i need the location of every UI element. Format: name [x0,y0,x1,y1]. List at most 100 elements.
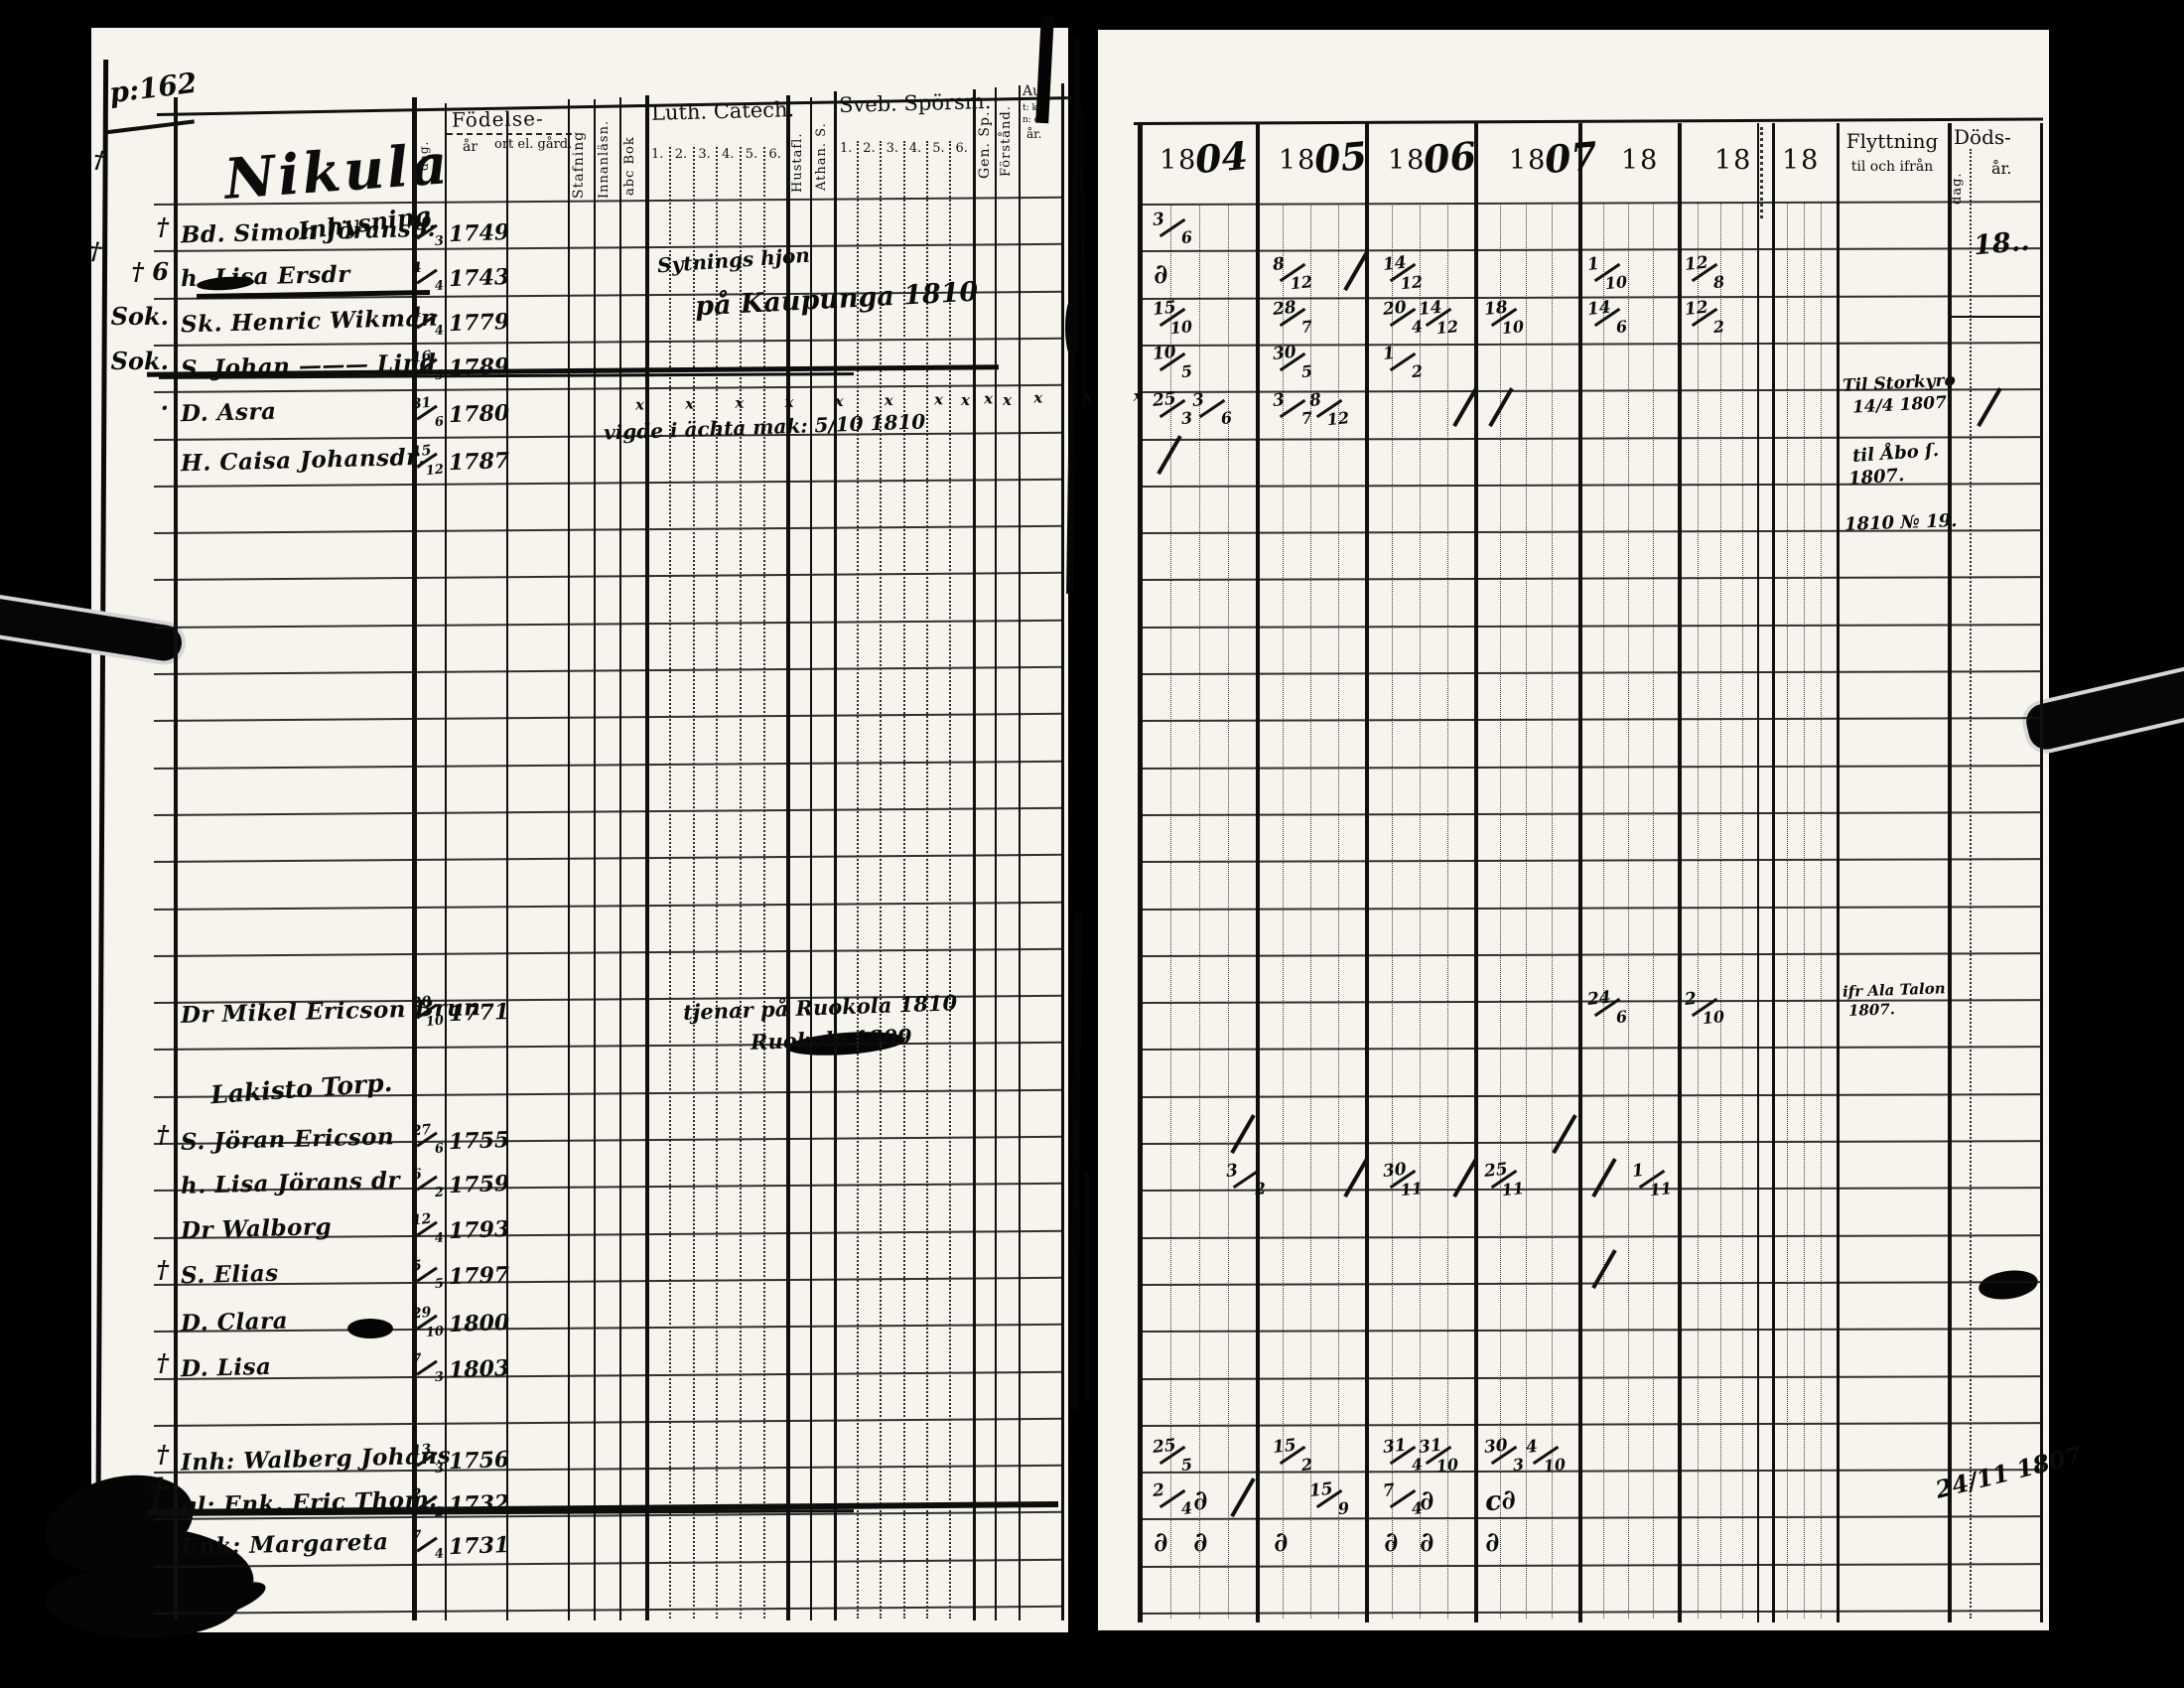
communion-mark: ∂ [1152,258,1169,291]
birth-year: 1793 [448,1215,510,1245]
column-line [973,89,976,1620]
date-fraction: 22 [411,1484,445,1523]
column-line-dotted [880,141,882,1618]
year-header-printed: 18 [1621,145,1660,176]
date-fraction: 13 3 [411,1441,445,1477]
column-line [1365,123,1369,1622]
year-header-written: 07 [1543,132,1599,183]
person-name: D. Lisa [180,1352,272,1383]
column-line-dotted [1420,204,1421,1618]
column-line [412,97,417,1620]
column-line-dotted [857,141,859,1618]
date-fraction: 25 11 [1483,1159,1525,1200]
gutter-blot [1065,298,1079,357]
dods-year-header: år. [1991,159,2012,178]
forstand-col-header: Förstånd. [999,105,1014,177]
luth-subcol-number: 5. [745,147,758,162]
date-fraction: 30 3 [411,213,445,250]
column-line [568,99,570,1620]
column-line-dotted [1283,204,1284,1618]
handwritten-note-mcross2: † [88,235,103,266]
communion-mark: ∂ [1191,1526,1209,1559]
birth-year: 1803 [448,1354,510,1384]
sveb-subcol-number: 4. [908,141,922,156]
birth-year: 1756 [448,1446,510,1476]
person-name: h. Lisa Jörans dr [180,1167,401,1199]
column-line-dotted [1338,204,1339,1618]
column-line [995,87,997,1620]
column-line-dotted [1698,204,1699,1618]
date-fraction: 12 8 [1684,252,1725,293]
column-line [786,95,790,1620]
date-fraction: 20 10 [411,993,445,1031]
column-line-dotted [1170,204,1171,1618]
year-header-written: 06 [1422,132,1478,183]
column-line [619,97,621,1620]
birth-year: 1797 [448,1261,510,1291]
date-fraction: 1 10 [1586,253,1628,294]
column-line [1019,85,1021,1620]
person-name: S. Jöran Ericson [180,1123,395,1156]
stafning-col-header: Stafning [571,130,587,199]
column-line-dotted [926,141,928,1618]
strip-marks [1760,127,1763,218]
column-line-dotted [1310,204,1311,1618]
column-line [2040,123,2043,1622]
year-header-printed: 18 [1388,145,1427,176]
date-fraction: 14 6 [1586,297,1628,338]
year-header-printed: 18 [1279,145,1317,176]
luth-subcol-number: 3. [698,147,711,162]
birth-year: 1771 [448,998,510,1028]
column-line [174,97,178,1620]
handwritten-note-ala: ifr Ala Talon [1842,979,1946,1001]
sveb-subcol-number: 2. [863,141,876,156]
column-line-dotted [1787,204,1788,1618]
gutter-streak-2 [1079,108,1087,408]
column-line [1061,83,1064,1620]
date-fraction: 15 9 [1308,1478,1350,1519]
person-name: D. Clara [180,1307,289,1337]
person-name: S. Elias [180,1259,280,1290]
communion-mark: ∂ [1418,1484,1435,1517]
hustafl-col-header: Hustafl. [790,132,805,193]
margin-mark: † [156,1120,169,1149]
column-line [506,111,508,1620]
column-line-dotted [1500,204,1501,1618]
margin-mark: Sok. [110,302,169,331]
column-line-dotted [763,147,765,1618]
handwritten-note-abo2: 1807. [1847,465,1906,490]
column-line-dotted [669,147,671,1618]
column-line [445,103,447,1620]
column-line [1474,123,1478,1622]
birth-year: 1731 [448,1531,510,1561]
communion-mark: ∂ [1418,1526,1435,1559]
column-line [1678,123,1682,1622]
column-line-dotted [1228,204,1229,1618]
date-fraction: 27 6 [411,1121,445,1158]
scan-edge-top [0,0,2184,26]
date-fraction: 4 10 [1525,1436,1567,1477]
communion-mark: ∂ [1483,1526,1501,1559]
year-header-printed: 18 [1160,145,1198,176]
column-line-dotted [693,147,695,1618]
date-fraction: 15 2 [1272,1435,1313,1476]
column-line [594,99,596,1620]
column-line-dotted [1804,204,1805,1618]
column-line [1256,123,1260,1622]
column-line-dotted [1526,204,1527,1618]
ink-blot [347,1319,393,1338]
dods-header: Döds- [1954,125,2011,149]
fodelse-header: Födelse- [451,106,544,132]
gensp-col-header: Gen. Sp. [977,110,993,179]
margin-mark: † [156,1348,169,1377]
margin-mark: † [156,1255,169,1284]
date-fraction: 30 11 [1382,1159,1424,1200]
column-line-dotted [1603,204,1604,1618]
date-fraction: 30 3 [1483,1435,1525,1476]
birth-year: 1743 [448,263,510,293]
birth-year-col-header: år [463,139,478,155]
